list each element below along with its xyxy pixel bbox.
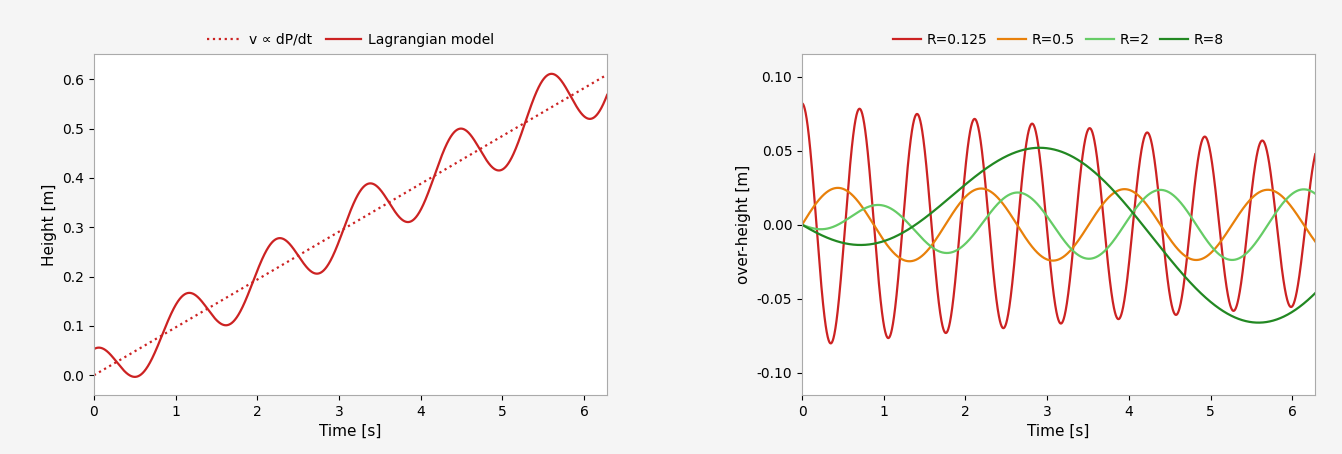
R=0.5 (1013, 229, 1029, 234)
Line: R=8: R=8 (803, 148, 1315, 323)
R=0.125 (823, 340, 839, 346)
Line: Lagrangian model: Lagrangian model (94, 74, 608, 377)
R=0.5 (1243, 197, 1259, 202)
Lagrangian model (544, 71, 560, 77)
v ∝ dP/dt (283, 257, 299, 262)
Lagrangian model (534, 79, 550, 84)
Lagrangian model (145, 355, 161, 360)
R=8 (1251, 320, 1267, 326)
R=0.5 (1307, 239, 1323, 244)
R=0.125 (990, 314, 1006, 320)
R=2 (1298, 187, 1314, 192)
R=0.125 (852, 107, 868, 113)
Line: R=0.125: R=0.125 (803, 104, 1315, 343)
R=8 (1307, 290, 1323, 296)
R=2 (794, 222, 811, 227)
v ∝ dP/dt (534, 110, 550, 115)
v ∝ dP/dt (86, 373, 102, 378)
R=2 (1307, 191, 1323, 197)
R=0.5 (992, 197, 1008, 202)
Line: v ∝ dP/dt: v ∝ dP/dt (94, 74, 608, 375)
Line: R=2: R=2 (803, 189, 1315, 260)
R=2 (1243, 247, 1259, 252)
Y-axis label: Height [m]: Height [m] (42, 183, 56, 266)
v ∝ dP/dt (174, 321, 191, 326)
R=8 (1013, 148, 1029, 153)
R=8 (990, 158, 1006, 163)
X-axis label: Time [s]: Time [s] (319, 424, 381, 439)
R=0.125 (1307, 151, 1323, 156)
Lagrangian model (283, 243, 299, 248)
R=2 (852, 208, 868, 213)
R=8 (1243, 319, 1259, 325)
R=8 (883, 236, 899, 241)
v ∝ dP/dt (589, 78, 605, 83)
R=0.5 (794, 222, 811, 227)
Lagrangian model (174, 293, 191, 298)
R=0.5 (829, 185, 845, 191)
R=2 (1296, 187, 1312, 192)
R=0.5 (852, 202, 868, 207)
R=0.125 (1298, 222, 1314, 227)
R=0.5 (1298, 225, 1314, 230)
Lagrangian model (589, 111, 605, 117)
R=0.5 (883, 247, 899, 253)
R=0.5 (902, 258, 918, 264)
R=8 (852, 242, 868, 248)
v ∝ dP/dt (305, 244, 321, 250)
R=8 (1298, 299, 1314, 305)
R=0.125 (883, 330, 899, 335)
R=0.125 (1013, 184, 1029, 189)
R=2 (1224, 257, 1240, 263)
R=2 (883, 206, 899, 212)
R=8 (1032, 145, 1048, 151)
R=0.125 (794, 101, 811, 106)
Lagrangian model (126, 374, 142, 380)
R=0.125 (1243, 202, 1259, 207)
Line: R=0.5: R=0.5 (803, 188, 1315, 261)
Lagrangian model (305, 270, 321, 276)
R=2 (1013, 190, 1029, 196)
R=2 (990, 200, 1006, 206)
X-axis label: Time [s]: Time [s] (1028, 424, 1090, 439)
v ∝ dP/dt (145, 338, 161, 344)
Y-axis label: over-height [m]: over-height [m] (737, 165, 752, 284)
Legend: v ∝ dP/dt, Lagrangian model: v ∝ dP/dt, Lagrangian model (201, 27, 499, 53)
Lagrangian model (86, 346, 102, 352)
Legend: R=0.125, R=0.5, R=2, R=8: R=0.125, R=0.5, R=2, R=8 (887, 27, 1229, 53)
Lagrangian model (600, 92, 616, 97)
R=8 (794, 222, 811, 227)
v ∝ dP/dt (600, 72, 616, 77)
